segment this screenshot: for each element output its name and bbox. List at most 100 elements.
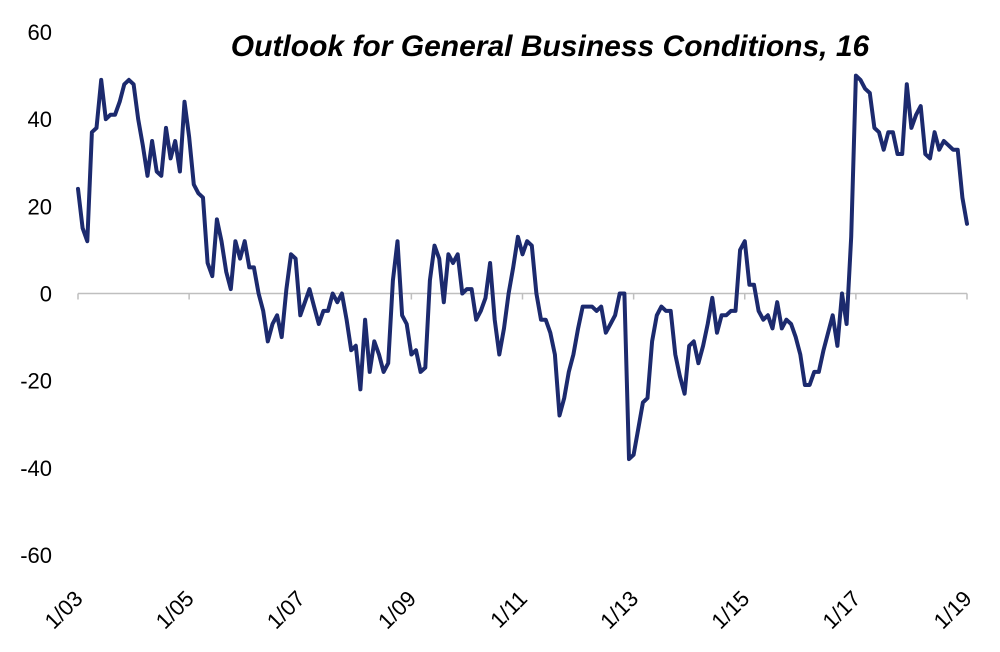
data-point — [85, 239, 89, 243]
data-point — [599, 305, 603, 309]
data-point — [187, 135, 191, 139]
data-point — [400, 313, 404, 317]
data-point — [284, 287, 288, 291]
data-point — [127, 78, 131, 82]
data-point — [613, 313, 617, 317]
data-point — [933, 130, 937, 134]
data-point — [803, 383, 807, 387]
data-point — [446, 252, 450, 256]
data-point — [808, 383, 812, 387]
data-point — [784, 318, 788, 322]
data-point — [798, 353, 802, 356]
data-point — [252, 265, 256, 269]
data-point — [122, 82, 126, 86]
data-point — [280, 335, 284, 339]
data-point — [812, 370, 816, 374]
data-points — [76, 74, 969, 461]
data-point — [942, 139, 946, 143]
data-point — [872, 126, 876, 130]
data-point — [502, 326, 506, 330]
data-point — [164, 126, 168, 130]
data-point — [734, 309, 737, 313]
data-point — [692, 339, 696, 343]
y-axis-ticks: 60 40 20 0 -20 -40 -60 — [20, 20, 52, 568]
data-point — [521, 252, 524, 256]
data-point — [488, 261, 492, 265]
data-point — [622, 292, 626, 295]
data-point — [780, 326, 784, 330]
data-point — [771, 326, 774, 330]
data-point — [442, 300, 446, 304]
data-point — [247, 265, 251, 269]
x-tick-label: 1/13 — [595, 586, 643, 634]
data-point — [451, 261, 455, 265]
data-point — [136, 117, 140, 121]
data-point — [391, 278, 395, 282]
data-point — [947, 143, 950, 147]
data-point — [372, 339, 376, 343]
data-point — [377, 353, 381, 356]
y-tick-label: -40 — [20, 456, 52, 481]
data-point — [553, 353, 557, 356]
data-point — [664, 309, 668, 313]
data-point — [960, 196, 964, 200]
data-point — [919, 104, 923, 108]
data-point — [113, 113, 117, 117]
data-point — [632, 453, 636, 457]
data-point — [289, 252, 293, 256]
y-tick-label: 0 — [40, 282, 52, 307]
data-point — [312, 305, 316, 309]
chart-title: Outlook for General Business Conditions,… — [231, 30, 870, 63]
series-line — [76, 73, 969, 462]
data-point — [914, 113, 918, 117]
data-point — [576, 326, 580, 330]
data-point — [539, 318, 543, 322]
data-point — [479, 309, 483, 313]
data-point — [90, 130, 94, 134]
data-point — [534, 292, 538, 295]
data-point — [141, 143, 145, 147]
data-point — [465, 287, 469, 291]
data-point — [581, 305, 585, 309]
data-point — [201, 196, 205, 200]
data-point — [891, 130, 895, 134]
y-tick-label: -60 — [20, 543, 52, 568]
data-point — [877, 130, 881, 134]
data-point — [173, 139, 177, 143]
data-point — [766, 313, 770, 317]
data-point — [618, 292, 622, 295]
y-tick-label: 60 — [28, 20, 52, 45]
data-point — [456, 252, 460, 256]
data-point — [544, 318, 548, 322]
data-point — [701, 344, 705, 348]
data-point — [854, 74, 858, 78]
data-point — [826, 331, 830, 335]
data-point — [229, 287, 233, 291]
data-point — [428, 278, 432, 282]
data-point — [474, 318, 478, 322]
data-point — [321, 309, 325, 313]
x-tick-label: 1/19 — [929, 586, 977, 634]
data-point — [484, 296, 487, 300]
x-tick-label: 1/11 — [485, 586, 532, 633]
data-point — [220, 239, 223, 243]
data-point — [571, 353, 575, 356]
data-point — [132, 82, 136, 86]
data-point — [507, 292, 511, 295]
data-point — [923, 152, 927, 156]
data-point — [470, 287, 474, 291]
data-point — [595, 309, 599, 313]
data-point — [419, 370, 423, 374]
data-point — [354, 344, 358, 348]
x-axis-ticks: 1/03 1/05 1/07 1/09 1/11 1/13 1/15 1/17 1/19 — [40, 586, 977, 634]
data-point — [368, 370, 372, 374]
data-point — [155, 170, 159, 173]
data-point — [863, 87, 867, 91]
data-point — [710, 296, 714, 300]
data-point — [363, 318, 367, 322]
data-point — [956, 148, 960, 152]
data-point — [530, 244, 534, 248]
data-point — [909, 126, 913, 130]
data-point — [673, 353, 677, 356]
